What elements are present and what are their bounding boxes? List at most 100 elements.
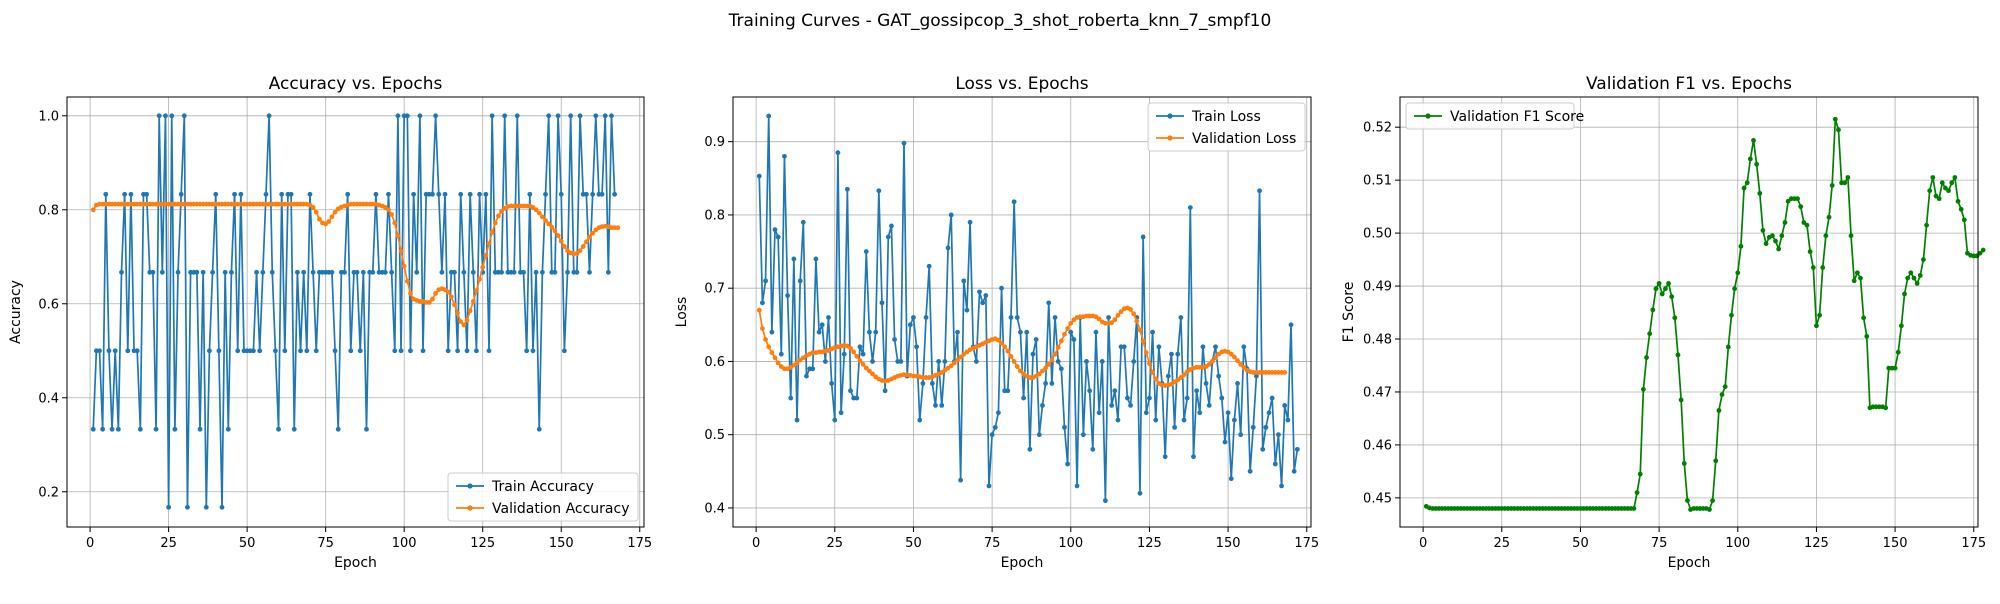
data-point [766,344,772,350]
data-point [841,351,847,357]
data-point [1776,246,1782,252]
data-point [1908,270,1914,276]
data-point [583,239,589,245]
data-point [97,348,102,354]
y-tick-label: 0.8 [38,203,59,218]
data-point [892,337,897,342]
data-point [844,186,850,192]
data-point [200,269,206,275]
data-point [533,207,539,213]
data-point [574,251,580,256]
data-point [1921,257,1926,262]
data-point [1074,483,1080,489]
data-point [213,191,219,197]
y-tick-label: 0.48 [1363,333,1392,348]
data-point [867,368,872,374]
data-point [819,322,825,328]
data-point [1080,432,1086,438]
data-point [266,113,272,119]
data-point [580,244,586,249]
data-point [1842,180,1848,186]
data-point [543,218,548,224]
data-point [1961,217,1967,223]
data-point [1785,198,1791,204]
data-point [1128,307,1133,312]
data-point [1678,397,1684,403]
data-point [134,348,140,354]
data-point [1231,354,1237,360]
data-point [254,269,259,275]
data-point [499,208,504,214]
data-point [1647,331,1653,337]
data-point [973,359,979,364]
legend-swatch-marker [1167,135,1173,141]
data-point [1754,161,1760,167]
data-point [395,113,401,119]
data-point [766,113,772,119]
y-tick-label: 0.52 [1363,121,1392,136]
data-point [1760,228,1766,233]
data-point [996,410,1001,416]
data-point [612,191,618,197]
data-point [1238,361,1244,367]
data-point [232,191,237,197]
data-point [203,504,209,510]
data-point [360,269,366,275]
data-point [455,310,460,316]
legend-swatch-marker [467,505,473,511]
data-point [430,191,435,197]
data-point [1235,358,1240,364]
data-point [1260,446,1266,452]
data-point [1713,458,1719,464]
data-point [1669,294,1675,300]
data-point [942,359,948,364]
data-point [1288,322,1294,328]
data-point [1949,180,1955,186]
data-point [1231,417,1237,423]
data-point [1109,320,1115,326]
data-point [433,291,438,296]
data-point [1263,424,1269,430]
data-point [1137,490,1143,496]
data-point [587,234,592,240]
data-point [543,191,548,197]
data-point [1640,386,1646,392]
data-point [455,348,460,354]
data-point [558,238,564,244]
data-point [128,191,134,197]
data-point [235,348,241,354]
data-point [552,269,558,275]
y-tick-label: 0.4 [704,501,725,516]
data-point [1096,410,1102,416]
data-point [511,269,517,275]
data-point [1150,370,1155,375]
legend-label: Validation Loss [1192,131,1296,147]
data-point [1194,388,1200,394]
x-tick-label: 0 [86,536,94,551]
data-point [1294,446,1300,452]
x-tick-label: 175 [1294,536,1319,551]
data-point [1156,344,1162,350]
data-point [1213,355,1218,361]
x-axis-label: Epoch [1668,555,1711,571]
y-tick-label: 0.50 [1363,227,1392,242]
data-point [1980,247,1986,253]
legend-box [447,472,639,522]
data-point [326,219,332,224]
data-point [1933,193,1939,199]
data-point [156,113,162,119]
data-point [1206,403,1212,408]
data-point [408,348,413,354]
x-tick-label: 175 [627,536,652,551]
data-point [398,248,404,254]
data-point [1644,355,1649,360]
data-point [911,315,916,320]
data-point [945,245,951,251]
data-point [1269,395,1275,401]
data-point [1254,373,1259,379]
data-point [996,337,1001,343]
data-point [999,340,1004,346]
data-point [590,230,596,236]
data-point [119,269,124,275]
data-point [502,113,508,119]
